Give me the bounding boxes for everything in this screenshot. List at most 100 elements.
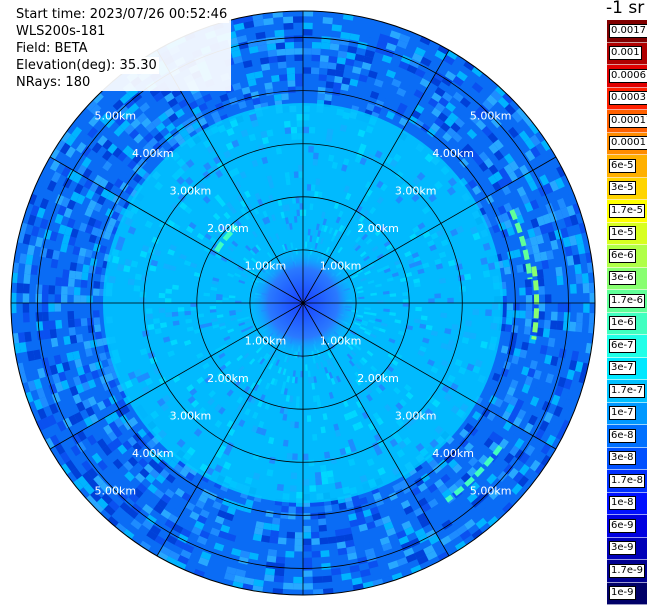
ppi-bin (68, 414, 78, 426)
ppi-bin (540, 443, 552, 455)
ppi-bin (102, 139, 113, 151)
ppi-bin (82, 264, 90, 273)
ppi-bin (136, 482, 148, 494)
ppi-bin (452, 132, 463, 143)
ppi-bin (190, 306, 198, 311)
ppi-bin (370, 292, 377, 296)
ppi-bin (364, 307, 371, 311)
colorbar-cell: 0.001 (607, 42, 647, 65)
ppi-bin (537, 319, 545, 329)
ppi-bin (179, 467, 189, 478)
ppi-bin (338, 210, 344, 218)
ppi-bin (295, 92, 303, 100)
ppi-bin (303, 525, 312, 533)
ppi-bin (280, 512, 289, 520)
ppi-bin (259, 394, 266, 402)
colorbar-tick-label: 1.7e-9 (609, 563, 646, 578)
ppi-bin (182, 451, 192, 462)
ppi-bin (286, 223, 291, 231)
ppi-bin (315, 223, 320, 231)
ppi-bin (488, 143, 499, 154)
ppi-bin (158, 292, 166, 299)
ppi-bin (428, 298, 435, 303)
ppi-bin (327, 62, 337, 70)
ppi-bin (522, 114, 534, 127)
ppi-bin (92, 303, 100, 311)
ppi-bin (156, 398, 166, 407)
ppi-bin (542, 328, 551, 338)
ppi-bin (86, 138, 98, 150)
ppi-bin (294, 421, 299, 429)
ppi-bin (160, 402, 170, 412)
colorbar-cell: 1e-6 (607, 312, 647, 335)
ppi-bin (354, 155, 362, 164)
ppi-bin (473, 108, 485, 120)
ppi-bin (389, 293, 397, 297)
ppi-bin (521, 366, 530, 376)
ppi-bin (128, 128, 140, 140)
ppi-bin (98, 178, 109, 189)
ppi-bin (259, 357, 265, 365)
ppi-bin (413, 462, 423, 473)
ppi-bin (149, 264, 157, 272)
ppi-bin (429, 412, 439, 421)
ppi-bin (289, 395, 294, 403)
ppi-bin (48, 285, 56, 295)
ppi-bin (60, 196, 71, 208)
ppi-bin (443, 54, 455, 66)
ppi-bin (247, 78, 257, 87)
ppi-bin (189, 262, 198, 269)
ppi-bin (293, 557, 303, 565)
ppi-bin (504, 441, 515, 453)
ppi-bin (230, 317, 238, 321)
ppi-bin (117, 151, 128, 162)
ppi-bin (410, 564, 423, 575)
ppi-bin (23, 273, 31, 284)
ppi-bin (121, 108, 133, 120)
ppi-bin (403, 384, 412, 392)
ppi-bin (89, 181, 99, 193)
ppi-bin (107, 143, 118, 154)
ppi-bin (124, 379, 134, 389)
ppi-bin (393, 153, 402, 163)
ppi-bin (472, 308, 480, 316)
ppi-bin (324, 504, 333, 513)
ppi-bin (224, 360, 232, 368)
ppi-bin (255, 244, 262, 251)
ppi-bin (127, 149, 138, 160)
ppi-bin (164, 92, 175, 103)
ppi-bin (271, 74, 280, 83)
ppi-bin (190, 399, 200, 408)
ppi-bin (312, 569, 323, 577)
ppi-bin (414, 46, 426, 57)
ppi-bin (562, 236, 571, 248)
ppi-bin (506, 115, 518, 127)
ppi-bin (285, 178, 291, 186)
ppi-bin (180, 528, 192, 538)
ppi-bin (253, 19, 264, 27)
colorbar-cell: 1.7e-6 (607, 290, 647, 313)
ppi-bin (404, 526, 415, 536)
ppi-bin (405, 271, 413, 278)
ppi-bin (173, 132, 184, 143)
ppi-bin (554, 209, 564, 221)
ppi-bin (168, 550, 181, 561)
ppi-bin (516, 264, 524, 273)
ppi-bin (66, 377, 76, 388)
ppi-bin (550, 239, 559, 251)
ppi-bin (226, 389, 234, 397)
ppi-bin (351, 409, 358, 418)
ppi-bin (438, 251, 447, 259)
colorbar-tick-label: 3e-8 (609, 451, 636, 466)
ppi-bin (318, 524, 327, 532)
ppi-bin (557, 197, 567, 210)
ppi-bin (342, 400, 349, 408)
colorbar-cell: 6e-8 (607, 425, 647, 448)
ppi-bin (485, 309, 492, 317)
ppi-bin (413, 89, 425, 99)
ppi-bin (134, 273, 142, 281)
ppi-bin (513, 249, 522, 258)
ppi-bin (268, 436, 275, 445)
ppi-bin (533, 369, 542, 380)
ppi-bin (83, 340, 92, 350)
